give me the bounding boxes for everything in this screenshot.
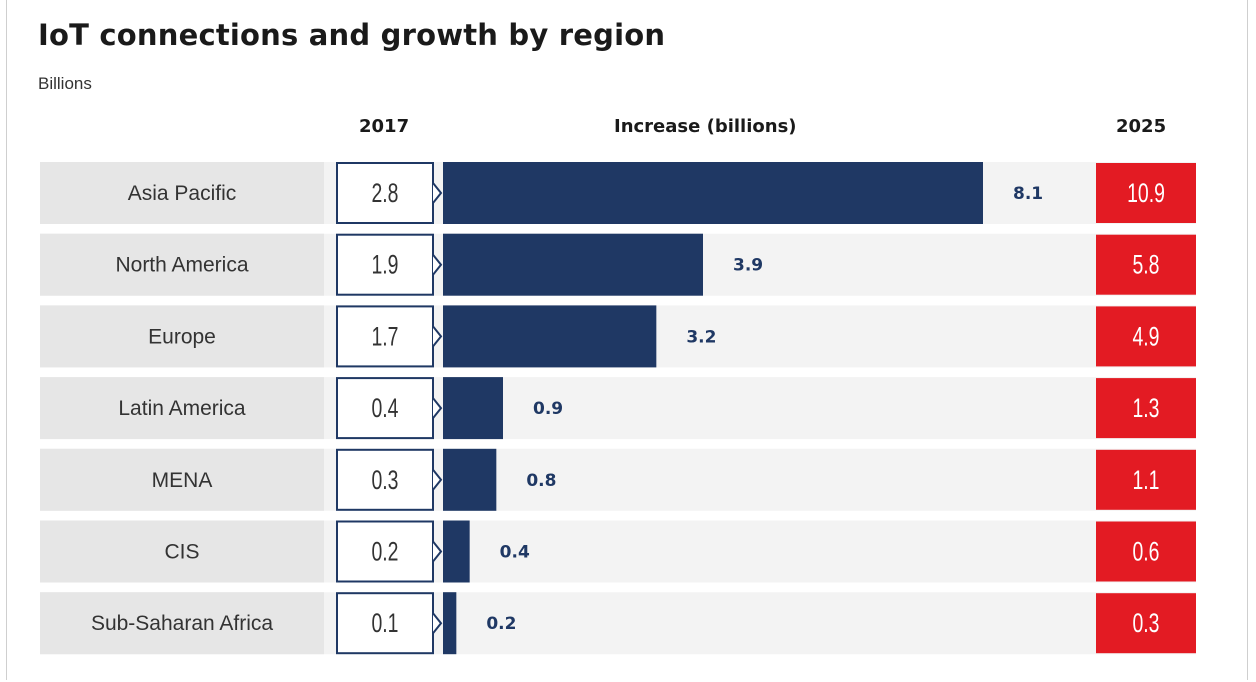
value-2025-box <box>1096 521 1196 582</box>
region-label: Latin America <box>118 397 246 420</box>
arrow-icon <box>432 397 443 419</box>
column-header-2025: 2025 <box>1116 116 1167 137</box>
increase-label: 0.4 <box>500 543 530 563</box>
value-2025: 1.3 <box>1132 393 1159 423</box>
region-label-background <box>40 448 324 511</box>
value-2025: 4.9 <box>1132 321 1159 351</box>
value-2017-box <box>336 377 434 440</box>
region-label: MENA <box>152 469 213 492</box>
arrow-icon <box>432 182 443 204</box>
column-header-increase: Increase (billions) <box>614 116 797 137</box>
increase-label: 3.9 <box>733 256 763 276</box>
increase-label: 8.1 <box>1013 184 1043 204</box>
value-2017-box <box>336 520 434 583</box>
region-label-background <box>40 305 324 368</box>
value-2017: 0.2 <box>371 536 398 566</box>
region-label-background <box>40 520 324 583</box>
value-2017: 2.8 <box>371 178 398 208</box>
region-label: North America <box>115 254 248 277</box>
region-label-background <box>40 377 324 440</box>
value-2025: 5.8 <box>1132 250 1159 280</box>
value-2017: 0.3 <box>371 465 398 495</box>
column-header-2017: 2017 <box>359 116 410 137</box>
value-2017: 1.9 <box>371 250 398 280</box>
value-2017-box <box>336 162 434 224</box>
value-2025-box <box>1096 306 1196 367</box>
value-2025-box <box>1096 163 1196 223</box>
increase-bar <box>443 377 503 440</box>
arrow-icon <box>432 540 443 563</box>
region-label-background <box>40 592 324 655</box>
region-label: Sub-Saharan Africa <box>91 612 273 635</box>
increase-bar <box>443 305 657 368</box>
increase-label: 0.9 <box>533 399 563 419</box>
value-2025-box <box>1096 593 1196 654</box>
arrow-icon <box>432 612 443 634</box>
value-2025: 10.9 <box>1127 178 1165 208</box>
value-2025-box <box>1096 449 1196 510</box>
value-2017-box <box>336 448 434 511</box>
value-2025: 0.3 <box>1132 608 1159 638</box>
value-2025: 1.1 <box>1132 465 1159 495</box>
increase-bar <box>443 162 983 224</box>
region-label: Asia Pacific <box>128 182 237 205</box>
value-2025-box <box>1096 234 1196 295</box>
chart-frame <box>6 0 1248 680</box>
value-2025-box <box>1096 378 1196 439</box>
chart-subtitle: Billions <box>38 74 92 93</box>
arrow-icon <box>432 325 443 348</box>
value-2025: 0.6 <box>1132 536 1159 566</box>
increase-label: 0.8 <box>526 471 556 491</box>
increase-label: 0.2 <box>486 614 516 634</box>
arrow-icon <box>432 469 443 491</box>
chart-title: IoT connections and growth by region <box>38 18 666 52</box>
region-label: Europe <box>148 325 216 348</box>
value-2017: 0.4 <box>371 393 398 423</box>
region-label-background <box>40 162 324 224</box>
value-2017: 0.1 <box>371 608 398 638</box>
increase-bar <box>443 592 457 655</box>
increase-bar <box>443 233 703 296</box>
region-label: CIS <box>164 541 199 564</box>
arrow-icon <box>432 254 443 276</box>
increase-bar <box>443 520 470 583</box>
value-2017: 1.7 <box>371 321 398 351</box>
value-2017-box <box>336 233 434 296</box>
increase-label: 3.2 <box>686 327 716 347</box>
increase-bar <box>443 448 497 511</box>
region-label-background <box>40 233 324 296</box>
